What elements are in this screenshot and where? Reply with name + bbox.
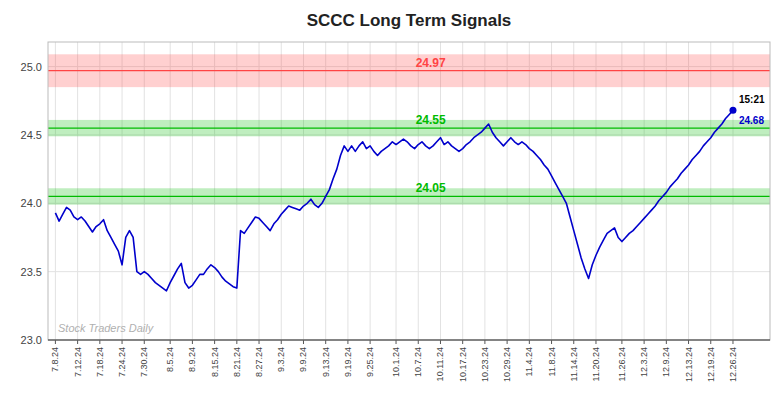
x-tick-label: 11.14.24 bbox=[569, 347, 579, 381]
grid bbox=[48, 42, 770, 340]
y-tick-label: 25.0 bbox=[21, 61, 42, 73]
x-tick-label: 10.17.24 bbox=[458, 347, 468, 382]
x-tick-label: 12.9.24 bbox=[661, 347, 671, 377]
x-tick-label: 9.3.24 bbox=[276, 347, 286, 372]
x-tick-label: 12.26.24 bbox=[728, 347, 738, 382]
x-tick-label: 7.12.24 bbox=[73, 347, 83, 377]
x-tick-label: 12.13.24 bbox=[684, 347, 694, 382]
chart-svg: SCCC Long Term Signals 23.0 23.5 24.0 24.5 25… bbox=[0, 0, 784, 398]
level-label: 24.05 bbox=[416, 181, 446, 195]
x-tick-label: 10.23.24 bbox=[480, 347, 490, 382]
last-price: 24.68 bbox=[739, 115, 764, 126]
y-tick-label: 23.0 bbox=[21, 334, 42, 346]
x-tick-label: 9.13.24 bbox=[321, 347, 331, 377]
x-tick-label: 8.15.24 bbox=[210, 347, 220, 377]
level-label: 24.97 bbox=[416, 56, 446, 70]
x-axis-line bbox=[48, 339, 770, 340]
x-tick-label: 10.7.24 bbox=[413, 347, 423, 377]
chart-container: SCCC Long Term Signals 23.0 23.5 24.0 24.5 25… bbox=[0, 0, 784, 398]
plot-area bbox=[48, 54, 770, 290]
chart-title: SCCC Long Term Signals bbox=[307, 11, 512, 30]
x-tick-label: 11.26.24 bbox=[617, 347, 627, 381]
x-tick-label: 7.18.24 bbox=[95, 347, 105, 377]
level-line bbox=[48, 70, 770, 71]
x-tick-label: 8.5.24 bbox=[165, 347, 175, 372]
y-grid-line bbox=[48, 271, 770, 272]
price-line bbox=[55, 110, 733, 290]
x-tick-label: 11.20.24 bbox=[591, 347, 601, 381]
x-tick-label: 8.27.24 bbox=[254, 347, 264, 377]
x-tick-label: 10.29.24 bbox=[502, 347, 512, 382]
x-tick-label: 9.9.24 bbox=[298, 347, 308, 372]
level-band bbox=[48, 54, 770, 87]
x-tick-label: 8.21.24 bbox=[232, 347, 242, 377]
plot-frame bbox=[48, 42, 770, 340]
last-point bbox=[729, 107, 736, 114]
x-tick-label: 8.9.24 bbox=[187, 347, 197, 372]
last-time: 15:21 bbox=[739, 94, 765, 105]
y-tick-label: 24.5 bbox=[21, 129, 42, 141]
x-tick-label: 9.19.24 bbox=[343, 347, 353, 377]
level-line bbox=[48, 128, 770, 129]
level-band bbox=[48, 120, 770, 136]
x-tick-label: 7.24.24 bbox=[117, 347, 127, 377]
x-tick-label: 10.1.24 bbox=[391, 347, 401, 377]
y-tick-label: 24.0 bbox=[21, 197, 42, 209]
x-tick-label: 9.25.24 bbox=[365, 347, 375, 377]
y-grid-line bbox=[48, 340, 770, 341]
watermark: Stock Traders Daily bbox=[58, 322, 155, 334]
x-tick-label: 11.4.24 bbox=[524, 347, 534, 376]
x-tick-label: 7.30.24 bbox=[139, 347, 149, 377]
x-tick-label: 10.11.24 bbox=[435, 347, 445, 381]
y-tick-label: 23.5 bbox=[21, 266, 42, 278]
level-label: 24.55 bbox=[416, 113, 446, 127]
x-tick-label: 12.3.24 bbox=[639, 347, 649, 377]
x-tick-label: 7.8.24 bbox=[50, 347, 60, 372]
x-tick-label: 12.19.24 bbox=[706, 347, 716, 382]
x-tick-label: 11.8.24 bbox=[547, 347, 557, 376]
